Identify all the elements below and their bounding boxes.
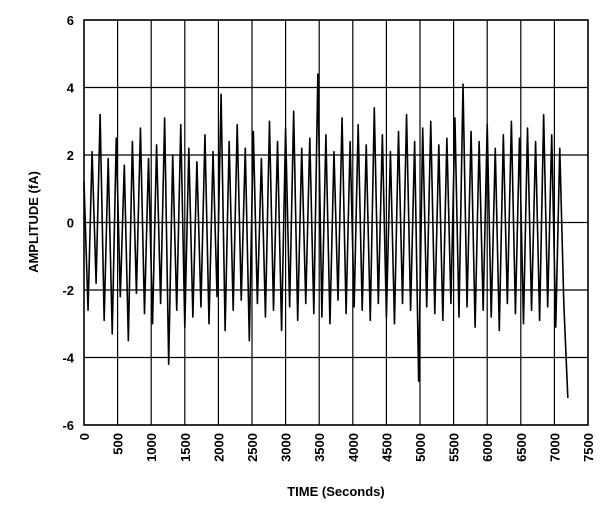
y-tick-label: 6 (67, 13, 74, 28)
x-tick-label: 6000 (480, 433, 495, 462)
y-tick-label: 4 (67, 81, 75, 96)
x-tick-label: 2500 (245, 433, 260, 462)
x-tick-label: 7000 (547, 433, 562, 462)
y-tick-label: 0 (67, 216, 74, 231)
x-tick-label: 5000 (413, 433, 428, 462)
x-tick-label: 5500 (447, 433, 462, 462)
y-tick-label: 2 (67, 148, 74, 163)
data-line (83, 73, 569, 399)
x-tick-label: 0 (77, 433, 92, 440)
x-tick-label: 3500 (312, 433, 327, 462)
y-tick-label: -6 (62, 418, 74, 433)
x-axis-label: TIME (Seconds) (287, 484, 385, 499)
x-tick-label: 3000 (279, 433, 294, 462)
x-tick-label: 7500 (581, 433, 596, 462)
x-tick-label: 2000 (211, 433, 226, 462)
x-tick-label: 4000 (346, 433, 361, 462)
x-tick-label: 1000 (144, 433, 159, 462)
y-axis-label: AMPLITUDE (fA) (26, 171, 41, 273)
x-tick-label: 4500 (379, 433, 394, 462)
x-tick-label: 500 (111, 433, 126, 455)
y-tick-label: -2 (62, 283, 74, 298)
x-tick-label: 1500 (178, 433, 193, 462)
y-tick-label: -4 (62, 351, 74, 366)
plot-frame (83, 19, 589, 426)
x-tick-label: 6500 (514, 433, 529, 462)
